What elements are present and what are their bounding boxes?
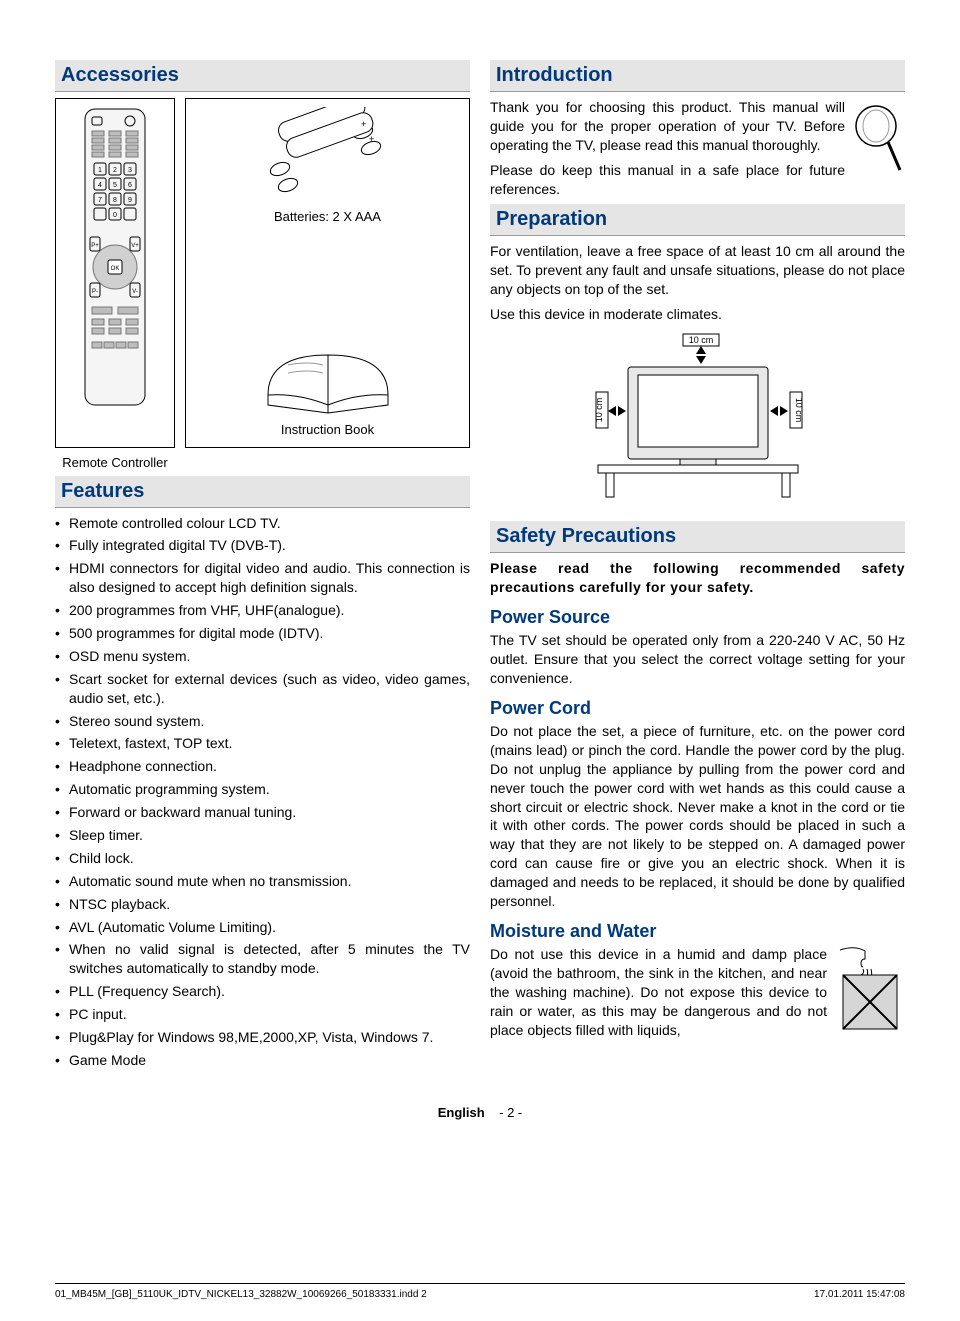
introduction-p2: Please do keep this manual in a safe pla… xyxy=(490,161,905,199)
svg-text:OK: OK xyxy=(111,266,120,272)
feature-item: Remote controlled colour LCD TV. xyxy=(55,514,470,533)
safety-heading: Safety Precautions xyxy=(490,521,905,553)
feature-item: Stereo sound system. xyxy=(55,712,470,731)
introduction-p1: Thank you for choosing this product. Thi… xyxy=(490,98,905,155)
power-cord-body: Do not place the set, a piece of furnitu… xyxy=(490,722,905,911)
svg-text:7: 7 xyxy=(98,197,102,204)
svg-text:+: + xyxy=(361,119,366,129)
svg-text:0: 0 xyxy=(113,212,117,219)
moisture-heading: Moisture and Water xyxy=(490,919,905,943)
instruction-book-icon xyxy=(258,335,398,415)
feature-item: Plug&Play for Windows 98,ME,2000,XP, Vis… xyxy=(55,1028,470,1047)
no-water-icon xyxy=(835,945,905,1035)
svg-text:P+: P+ xyxy=(91,243,99,249)
power-source-body: The TV set should be operated only from … xyxy=(490,631,905,688)
footer-page-number: - 2 - xyxy=(499,1105,522,1120)
moisture-body: Do not use this device in a humid and da… xyxy=(490,945,827,1039)
feature-item: OSD menu system. xyxy=(55,647,470,666)
feature-item: 200 programmes from VHF, UHF(analogue). xyxy=(55,601,470,620)
feature-item: Child lock. xyxy=(55,849,470,868)
page-footer-bar: 01_MB45M_[GB]_5110UK_IDTV_NICKEL13_32882… xyxy=(55,1283,905,1302)
svg-text:P-: P- xyxy=(92,289,98,295)
safety-intro: Please read the following recommended sa… xyxy=(490,559,905,597)
accessories-right-cell: + + Batteries: 2 X AAA Instr xyxy=(185,98,470,448)
feature-item: Headphone connection. xyxy=(55,757,470,776)
feature-item: PLL (Frequency Search). xyxy=(55,982,470,1001)
feature-item: Forward or backward manual tuning. xyxy=(55,803,470,822)
batteries-icon: + + xyxy=(258,107,398,202)
svg-text:V-: V- xyxy=(132,289,138,295)
feature-item: Teletext, fastext, TOP text. xyxy=(55,734,470,753)
preparation-heading: Preparation xyxy=(490,204,905,236)
power-cord-heading: Power Cord xyxy=(490,696,905,720)
batteries-label: Batteries: 2 X AAA xyxy=(190,208,465,226)
introduction-heading: Introduction xyxy=(490,60,905,92)
feature-item: Automatic programming system. xyxy=(55,780,470,799)
feature-item: Automatic sound mute when no transmissio… xyxy=(55,872,470,891)
svg-text:6: 6 xyxy=(128,182,132,189)
feature-item: HDMI connectors for digital video and au… xyxy=(55,559,470,597)
feature-item: 500 programmes for digital mode (IDTV). xyxy=(55,624,470,643)
feature-item: Scart socket for external devices (such … xyxy=(55,670,470,708)
instruction-book-label: Instruction Book xyxy=(190,421,465,439)
svg-text:10 cm: 10 cm xyxy=(794,398,804,423)
feature-item: Sleep timer. xyxy=(55,826,470,845)
feature-item: NTSC playback. xyxy=(55,895,470,914)
power-source-heading: Power Source xyxy=(490,605,905,629)
svg-text:10 cm: 10 cm xyxy=(688,335,713,345)
page-columns: Accessories 1 xyxy=(55,60,905,1074)
footer-language: English xyxy=(438,1105,485,1120)
features-heading: Features xyxy=(55,476,470,508)
svg-text:5: 5 xyxy=(113,182,117,189)
svg-text:8: 8 xyxy=(113,197,117,204)
footer-timestamp: 17.01.2011 15:47:08 xyxy=(814,1288,905,1302)
feature-item: Game Mode xyxy=(55,1051,470,1070)
magnifying-glass-icon xyxy=(850,102,905,177)
svg-text:3: 3 xyxy=(128,167,132,174)
preparation-p2: Use this device in moderate climates. xyxy=(490,305,905,324)
feature-item: Fully integrated digital TV (DVB-T). xyxy=(55,536,470,555)
remote-controller-label: Remote Controller xyxy=(55,454,175,472)
svg-text:1: 1 xyxy=(98,167,102,174)
feature-item: AVL (Automatic Volume Limiting). xyxy=(55,918,470,937)
accessories-heading: Accessories xyxy=(55,60,470,92)
remote-control-icon: 1 2 3 4 5 6 7 8 9 0 xyxy=(80,107,150,407)
feature-item: PC input. xyxy=(55,1005,470,1024)
accessories-box: 1 2 3 4 5 6 7 8 9 0 xyxy=(55,98,470,448)
feature-item: When no valid signal is detected, after … xyxy=(55,940,470,978)
svg-text:4: 4 xyxy=(98,182,102,189)
page-footer-center: English - 2 - xyxy=(55,1104,905,1122)
svg-text:2: 2 xyxy=(113,167,117,174)
preparation-p1: For ventilation, leave a free space of a… xyxy=(490,242,905,299)
svg-text:9: 9 xyxy=(128,197,132,204)
features-list: Remote controlled colour LCD TV. Fully in… xyxy=(55,514,470,1070)
svg-text:V+: V+ xyxy=(131,243,139,249)
tv-clearance-figure: 10 cm 10 cm 10 cm xyxy=(490,332,905,507)
footer-indd-path: 01_MB45M_[GB]_5110UK_IDTV_NICKEL13_32882… xyxy=(55,1288,427,1302)
right-column: Introduction Thank you for choosing this… xyxy=(490,60,905,1074)
svg-text:+: + xyxy=(369,134,374,144)
left-column: Accessories 1 xyxy=(55,60,470,1074)
accessories-remote-cell: 1 2 3 4 5 6 7 8 9 0 xyxy=(55,98,175,448)
svg-text:10 cm: 10 cm xyxy=(594,398,604,423)
